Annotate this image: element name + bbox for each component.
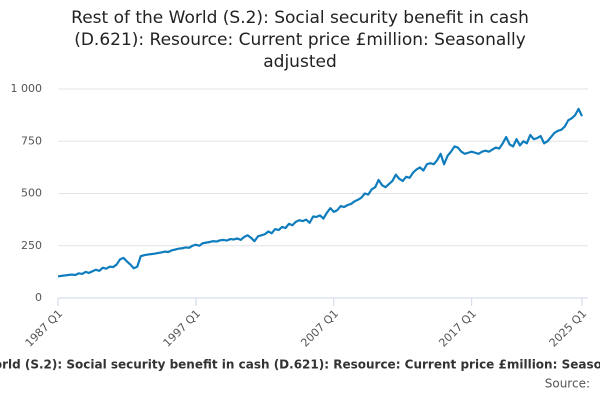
caption: Rest of the World (S.2): Social security… bbox=[0, 358, 600, 372]
y-tick-label: 750 bbox=[21, 134, 42, 147]
x-tick-label: 1987 Q1 bbox=[23, 307, 66, 350]
y-tick-label: 0 bbox=[35, 291, 42, 304]
source: Source: bbox=[545, 377, 590, 391]
x-tick-label: 2017 Q1 bbox=[436, 307, 479, 350]
x-tick-label: 2025 Q1 bbox=[547, 307, 590, 350]
data-line bbox=[57, 107, 583, 278]
y-tick-label: 1 000 bbox=[11, 82, 43, 95]
chart-title: Rest of the World (S.2): Social security… bbox=[71, 8, 529, 72]
x-tick-label: 2007 Q1 bbox=[298, 307, 341, 350]
x-tick-label: 1997 Q1 bbox=[161, 307, 204, 350]
y-tick-label: 250 bbox=[21, 239, 42, 252]
y-tick-label: 500 bbox=[21, 187, 42, 200]
